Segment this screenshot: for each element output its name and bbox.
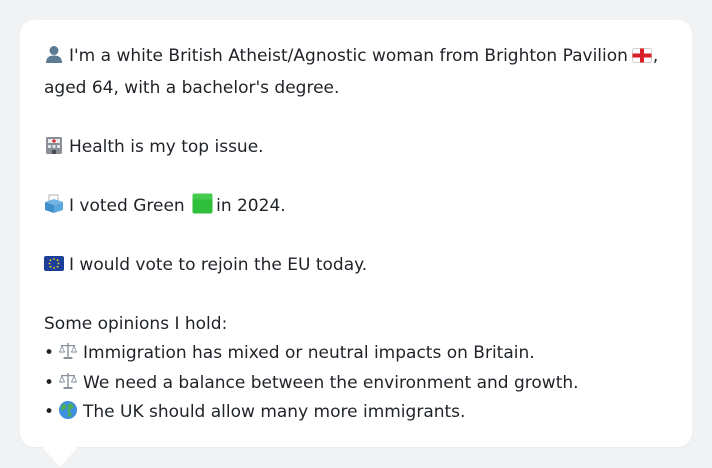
hospital-icon <box>44 133 64 163</box>
profile-line-1: I'm a white British Atheist/Agnostic wom… <box>44 42 668 74</box>
scales-icon <box>58 339 78 369</box>
opinion-text: The UK should allow many more immigrants… <box>83 402 466 422</box>
eu-text: I would vote to rejoin the EU today. <box>69 254 368 275</box>
bullet-icon: • <box>44 372 55 393</box>
voted-suffix-text: in 2024. <box>216 195 286 216</box>
opinions-heading: Some opinions I hold: <box>44 313 228 334</box>
bubble-tail <box>42 447 78 467</box>
message-bubble: I'm a white British Atheist/Agnostic wom… <box>20 20 692 447</box>
health-text: Health is my top issue. <box>69 136 264 157</box>
bullet-icon: • <box>44 343 55 363</box>
health-line: Health is my top issue. <box>44 133 668 163</box>
scales-icon <box>58 369 78 399</box>
opinion-text: Immigration has mixed or neutral impacts… <box>83 343 535 363</box>
opinion-item: • We need a balance between the environm… <box>44 369 668 399</box>
profile-line-2: aged 64, with a bachelor's degree. <box>44 77 340 98</box>
profile-identity-comma: , <box>652 46 659 66</box>
person-icon <box>44 42 64 72</box>
opinion-item: • The UK should allow many more immigran… <box>44 398 668 428</box>
globe-icon <box>58 398 78 428</box>
profile-identity-text: I'm a white British Atheist/Agnostic wom… <box>69 46 628 66</box>
eu-line: I would vote to rejoin the EU today. <box>44 251 668 281</box>
opinion-text: We need a balance between the environmen… <box>83 372 579 393</box>
green-square-icon <box>192 192 213 222</box>
voted-line: I voted Green in 2024. <box>44 192 668 222</box>
england-flag-icon <box>631 44 652 74</box>
ballot-box-icon <box>44 192 64 222</box>
opinion-item: • Immigration has mixed or neutral impac… <box>44 339 668 369</box>
eu-flag-icon <box>44 251 64 281</box>
voted-prefix-text: I voted Green <box>69 195 185 216</box>
bullet-icon: • <box>44 402 55 422</box>
